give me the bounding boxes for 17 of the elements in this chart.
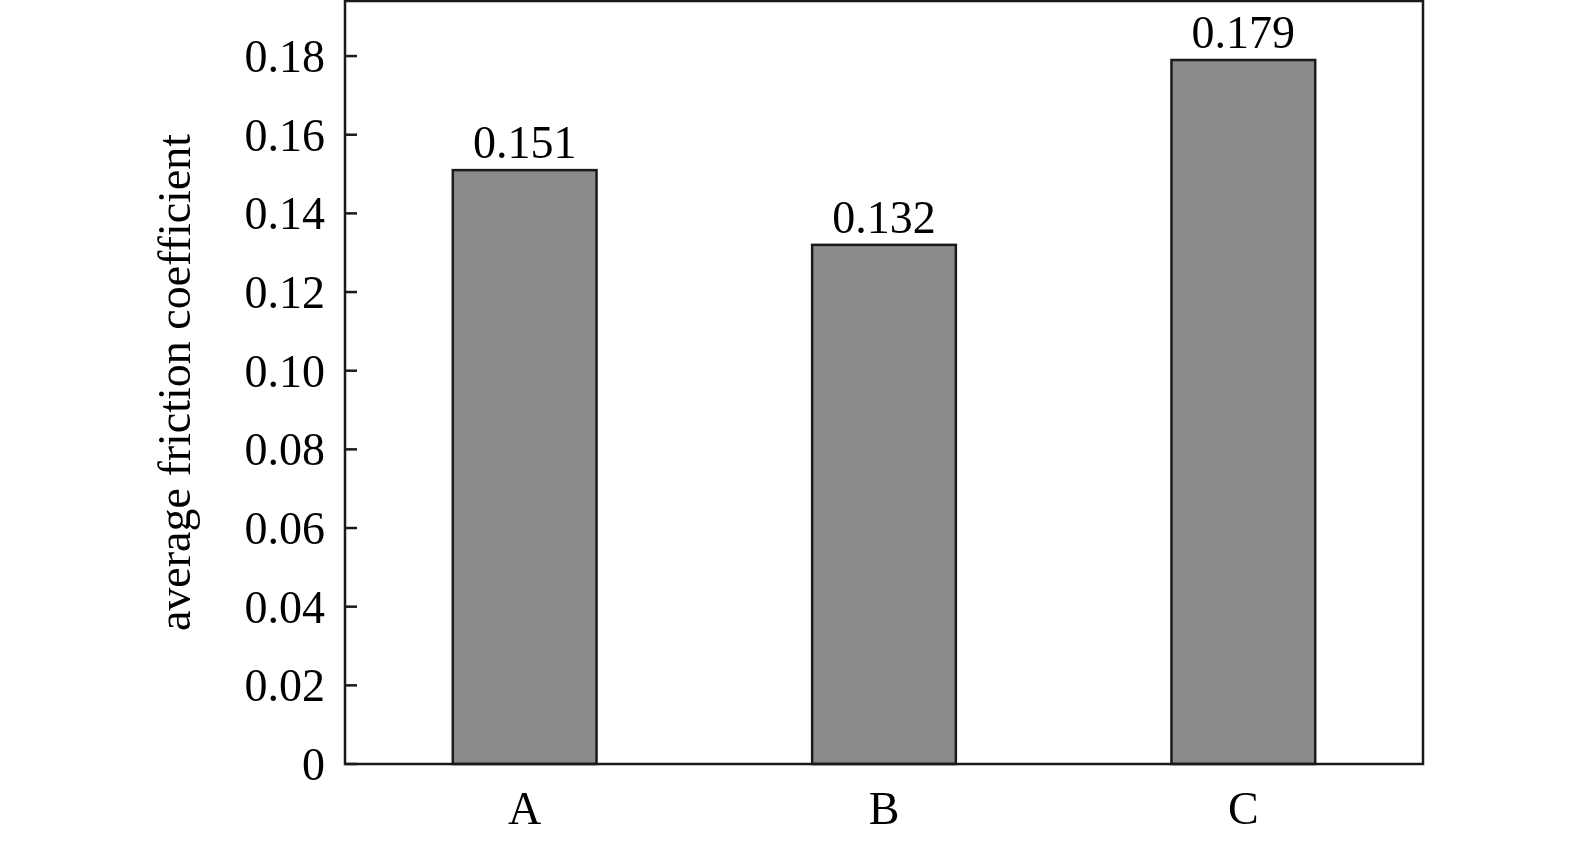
y-axis-title: average friction coefficient — [149, 133, 200, 632]
data-label: 0.151 — [472, 117, 577, 169]
x-tick-label: A — [508, 783, 542, 834]
y-tick-label: 0.10 — [244, 345, 325, 397]
y-tick-label: 0.04 — [244, 581, 325, 633]
y-tick-label: 0.06 — [244, 503, 325, 555]
data-label: 0.179 — [1191, 6, 1296, 58]
y-tick-label: 0.16 — [244, 109, 325, 161]
y-tick-label: 0.02 — [244, 660, 325, 712]
data-label: 0.132 — [832, 191, 936, 243]
y-tick-label: 0.18 — [244, 31, 325, 83]
x-tick-label: C — [1227, 783, 1259, 834]
y-tick-label: 0.12 — [244, 267, 325, 319]
y-tick-label: 0 — [302, 739, 325, 791]
y-tick-label: 0.08 — [244, 424, 325, 476]
x-tick-label: B — [868, 783, 900, 834]
y-tick-label: 0.14 — [244, 188, 325, 240]
